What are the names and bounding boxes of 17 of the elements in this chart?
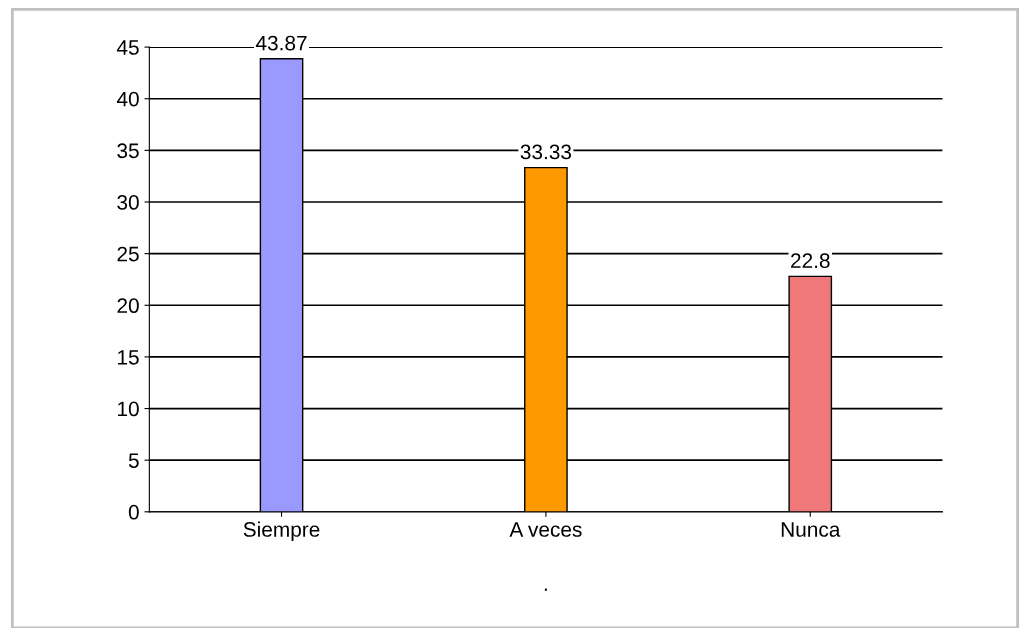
y-tick-label: 45 — [116, 40, 139, 55]
data-label: 33.33 — [520, 144, 572, 160]
y-tick-label: 5 — [128, 453, 139, 468]
y-tick-label: 40 — [116, 91, 139, 107]
y-tick-label: 25 — [117, 246, 139, 262]
data-label: 43.87 — [255, 35, 307, 51]
x-tick-label: Siempre — [243, 521, 320, 541]
y-tick-label: 0 — [128, 504, 139, 520]
x-tick-label: A veces — [509, 522, 582, 537]
y-tick-label: 10 — [118, 401, 139, 417]
x-tick-label: Nunca — [781, 522, 841, 537]
y-tick-label: 20 — [117, 298, 139, 314]
y-tick-label: 35 — [117, 143, 139, 159]
y-tick-label: 15 — [118, 350, 139, 365]
data-label: 22.8 — [791, 253, 830, 269]
x-axis-title: . — [544, 588, 547, 591]
y-tick-label: 30 — [117, 195, 139, 210]
